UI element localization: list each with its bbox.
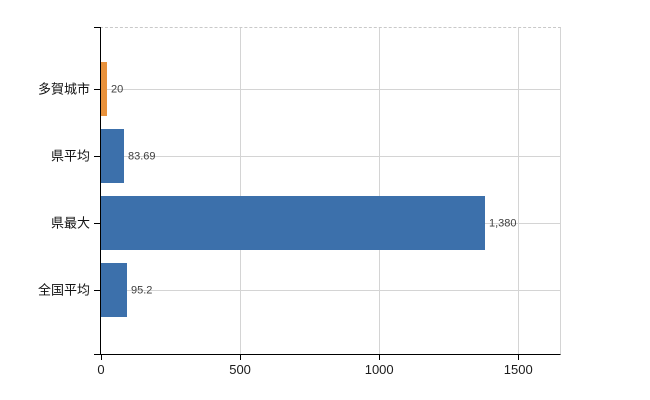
category-gridline bbox=[101, 290, 560, 291]
bar-value-label: 83.69 bbox=[128, 150, 156, 163]
category-gridline bbox=[101, 156, 560, 157]
x-tick-label: 1500 bbox=[503, 362, 533, 377]
x-axis-tick bbox=[101, 354, 102, 360]
category-label: 県平均 bbox=[50, 148, 90, 164]
bar-value-label: 20 bbox=[111, 83, 124, 96]
category-label: 多賀城市 bbox=[37, 81, 90, 97]
category-label: 県最大 bbox=[50, 215, 90, 231]
bar-value-label: 1,380 bbox=[489, 217, 517, 230]
y-axis-tick bbox=[94, 156, 101, 157]
y-axis-top-tick bbox=[94, 27, 101, 28]
x-gridline bbox=[240, 28, 242, 354]
y-axis-tick bbox=[94, 290, 101, 291]
bar-2 bbox=[101, 196, 485, 250]
bar-3 bbox=[101, 263, 127, 317]
x-gridline bbox=[518, 28, 520, 354]
y-axis-bottom-tick bbox=[94, 354, 101, 355]
bar-value-label: 95.2 bbox=[131, 284, 153, 297]
bar-0 bbox=[101, 62, 107, 116]
x-axis-tick bbox=[240, 354, 242, 360]
x-tick-label: 0 bbox=[97, 362, 105, 377]
y-axis-tick bbox=[94, 89, 101, 90]
category-gridline bbox=[101, 89, 560, 90]
x-axis-tick bbox=[518, 354, 520, 360]
y-axis-tick bbox=[94, 223, 101, 224]
x-tick-label: 500 bbox=[229, 362, 251, 377]
x-gridline bbox=[379, 28, 381, 354]
x-axis-tick bbox=[379, 354, 381, 360]
plot-area: 20 83.69 1,380 95.2 bbox=[94, 27, 561, 360]
x-tick-label: 1000 bbox=[364, 362, 394, 377]
bar-1 bbox=[101, 129, 124, 183]
category-label: 全国平均 bbox=[37, 282, 90, 298]
